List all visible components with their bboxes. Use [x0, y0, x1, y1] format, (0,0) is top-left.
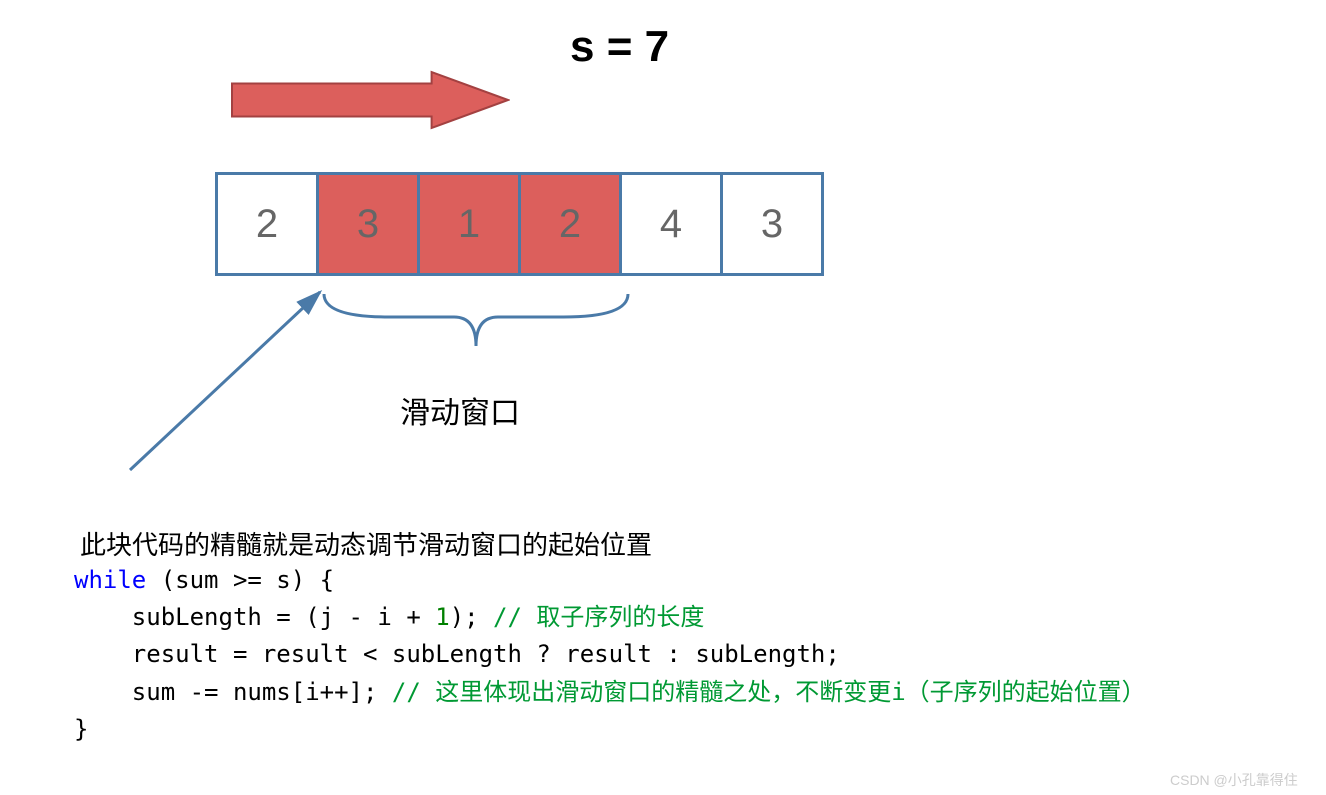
- code-line-2: result = result < subLength ? result : s…: [74, 636, 1146, 673]
- code-line-4: }: [74, 711, 1146, 748]
- code-line-3: sum -= nums[i++]; // 这里体现出滑动窗口的精髓之处，不断变更…: [74, 674, 1146, 711]
- code-line-1: subLength = (j - i + 1); // 取子序列的长度: [74, 599, 1146, 636]
- code-line-0: while (sum >= s) {: [74, 562, 1146, 599]
- watermark: CSDN @小孔靠得住: [1170, 770, 1298, 790]
- code-block: while (sum >= s) { subLength = (j - i + …: [74, 562, 1146, 748]
- caption: 此块代码的精髓就是动态调节滑动窗口的起始位置: [80, 525, 652, 562]
